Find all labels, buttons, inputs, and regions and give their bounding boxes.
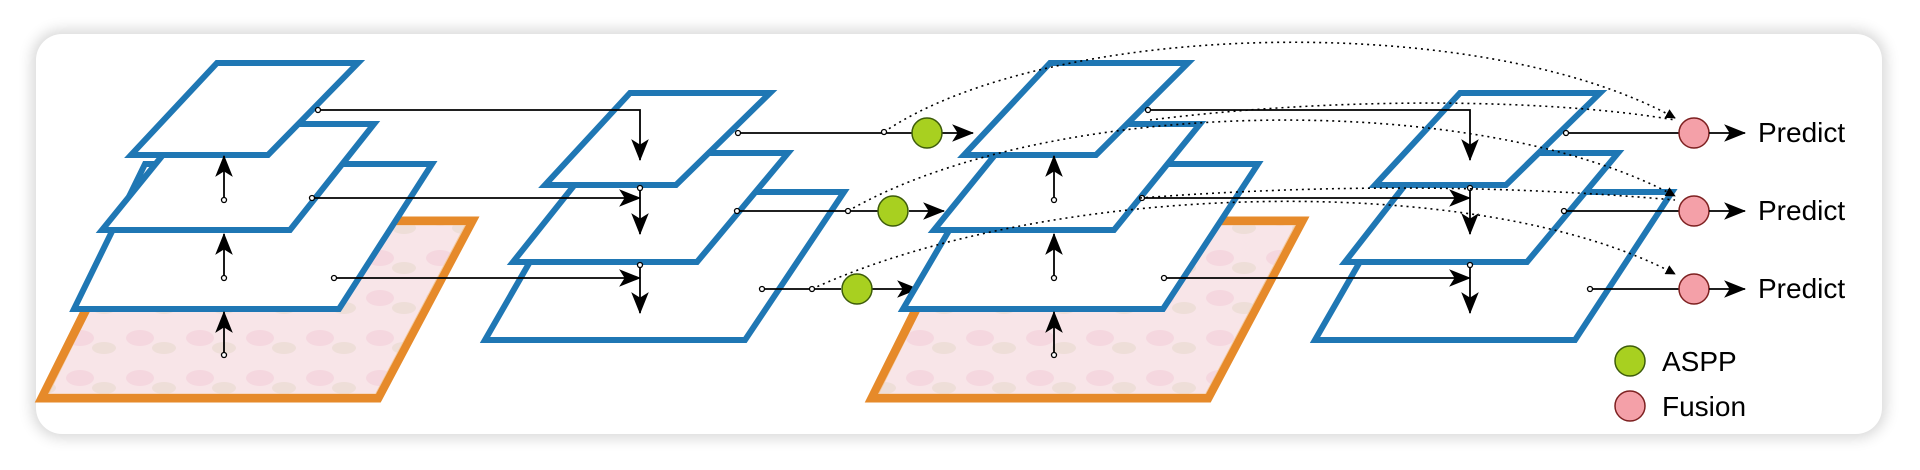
dotted-skip-connections xyxy=(808,41,1676,293)
lateral-3a xyxy=(1148,109,1471,112)
legend-aspp-label: ASPP xyxy=(1662,346,1737,377)
stage-3-encoder xyxy=(864,60,1310,403)
feature-map-4a xyxy=(1368,90,1608,188)
fusion-node-b xyxy=(1678,195,1710,227)
feature-map-2a xyxy=(538,90,778,188)
aspp-node-c xyxy=(841,273,873,305)
feature-map-1a xyxy=(124,60,366,158)
aspp-node-b xyxy=(877,195,909,227)
predict-label-b: Predict xyxy=(1758,195,1845,226)
fusion-node-c xyxy=(1678,273,1710,305)
legend: ASPP Fusion xyxy=(1614,345,1746,422)
skip-dotted-e xyxy=(1139,187,1676,201)
predict-label-c: Predict xyxy=(1758,273,1845,304)
lateral-1a xyxy=(318,109,641,112)
lateral-3-to-4 xyxy=(1138,106,1472,287)
skip-dotted-a xyxy=(883,41,1676,133)
lateral-1-to-2 xyxy=(308,106,642,287)
legend-fusion-label: Fusion xyxy=(1662,391,1746,422)
stage-2-decoder xyxy=(479,90,850,343)
skip-dotted-b xyxy=(847,119,1676,212)
stage-4-decoder xyxy=(1309,90,1678,343)
feature-map-3a xyxy=(957,60,1196,158)
stage-1-encoder xyxy=(34,60,480,403)
skip-dotted-d xyxy=(1149,102,1676,121)
skip-dotted-c xyxy=(811,200,1676,290)
predict-label-a: Predict xyxy=(1758,117,1845,148)
fusion-outputs: Predict Predict Predict xyxy=(1560,117,1845,305)
legend-aspp-swatch xyxy=(1614,345,1646,377)
fusion-node-a xyxy=(1678,117,1710,149)
legend-fusion-swatch xyxy=(1614,390,1646,422)
aspp-node-a xyxy=(911,117,943,149)
